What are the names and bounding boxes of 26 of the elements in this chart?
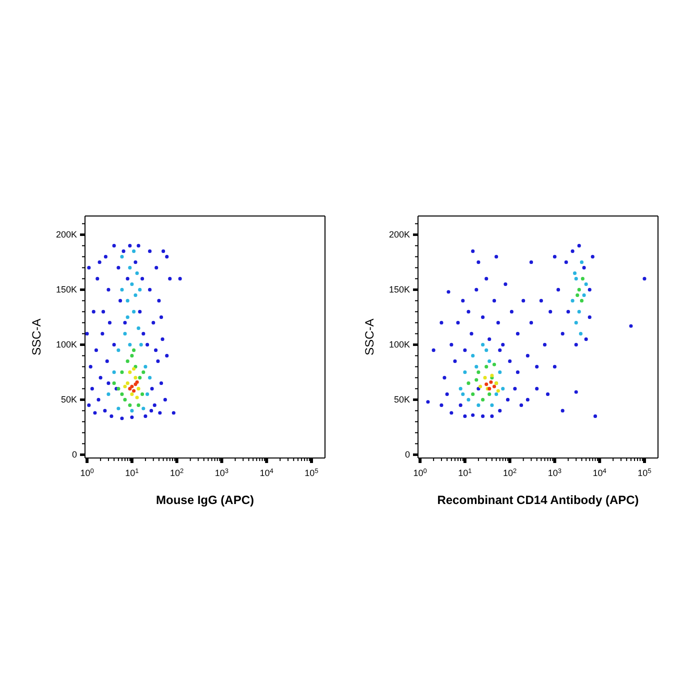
y-tick-label: 0 — [404, 450, 410, 460]
y-tick-label: 100K — [388, 340, 410, 350]
x-tick-label: 10$^{5}$ — [638, 468, 652, 478]
x-tick-label: 10$^{0}$ — [413, 468, 428, 478]
y-tick-label: 100K — [56, 340, 77, 350]
x-tick-label: 10$^{3}$ — [548, 468, 562, 478]
x-tick-label: 10$^{3}$ — [214, 468, 229, 478]
y-tick-label: 0 — [72, 450, 77, 460]
y-tick-label: 150K — [388, 284, 410, 295]
x-tick-label: 10$^{0}$ — [80, 468, 94, 478]
x-axis-title: Mouse IgG (APC) — [156, 493, 254, 507]
x-tick-label: 10$^{4}$ — [592, 468, 607, 478]
x-tick-label: 10$^{5}$ — [304, 468, 319, 478]
y-axis-title: SSC-A — [362, 318, 376, 356]
y-tick-label: 50K — [394, 394, 410, 405]
y-tick-label: 200K — [56, 230, 77, 240]
x-tick-label: 10$^{2}$ — [503, 468, 518, 478]
x-tick-label: 10$^{2}$ — [170, 468, 184, 478]
y-tick-label: 200K — [388, 230, 410, 240]
y-tick-label: 50K — [60, 394, 77, 405]
x-tick-label: 10$^{1}$ — [125, 468, 140, 478]
x-tick-label: 10$^{1}$ — [458, 468, 472, 478]
y-axis-title: SSC-A — [29, 318, 44, 356]
y-tick-label: 150K — [56, 284, 77, 295]
x-tick-label: 10$^{4}$ — [260, 468, 274, 478]
x-axis-title: Recombinant CD14 Antibody (APC) — [437, 493, 639, 507]
